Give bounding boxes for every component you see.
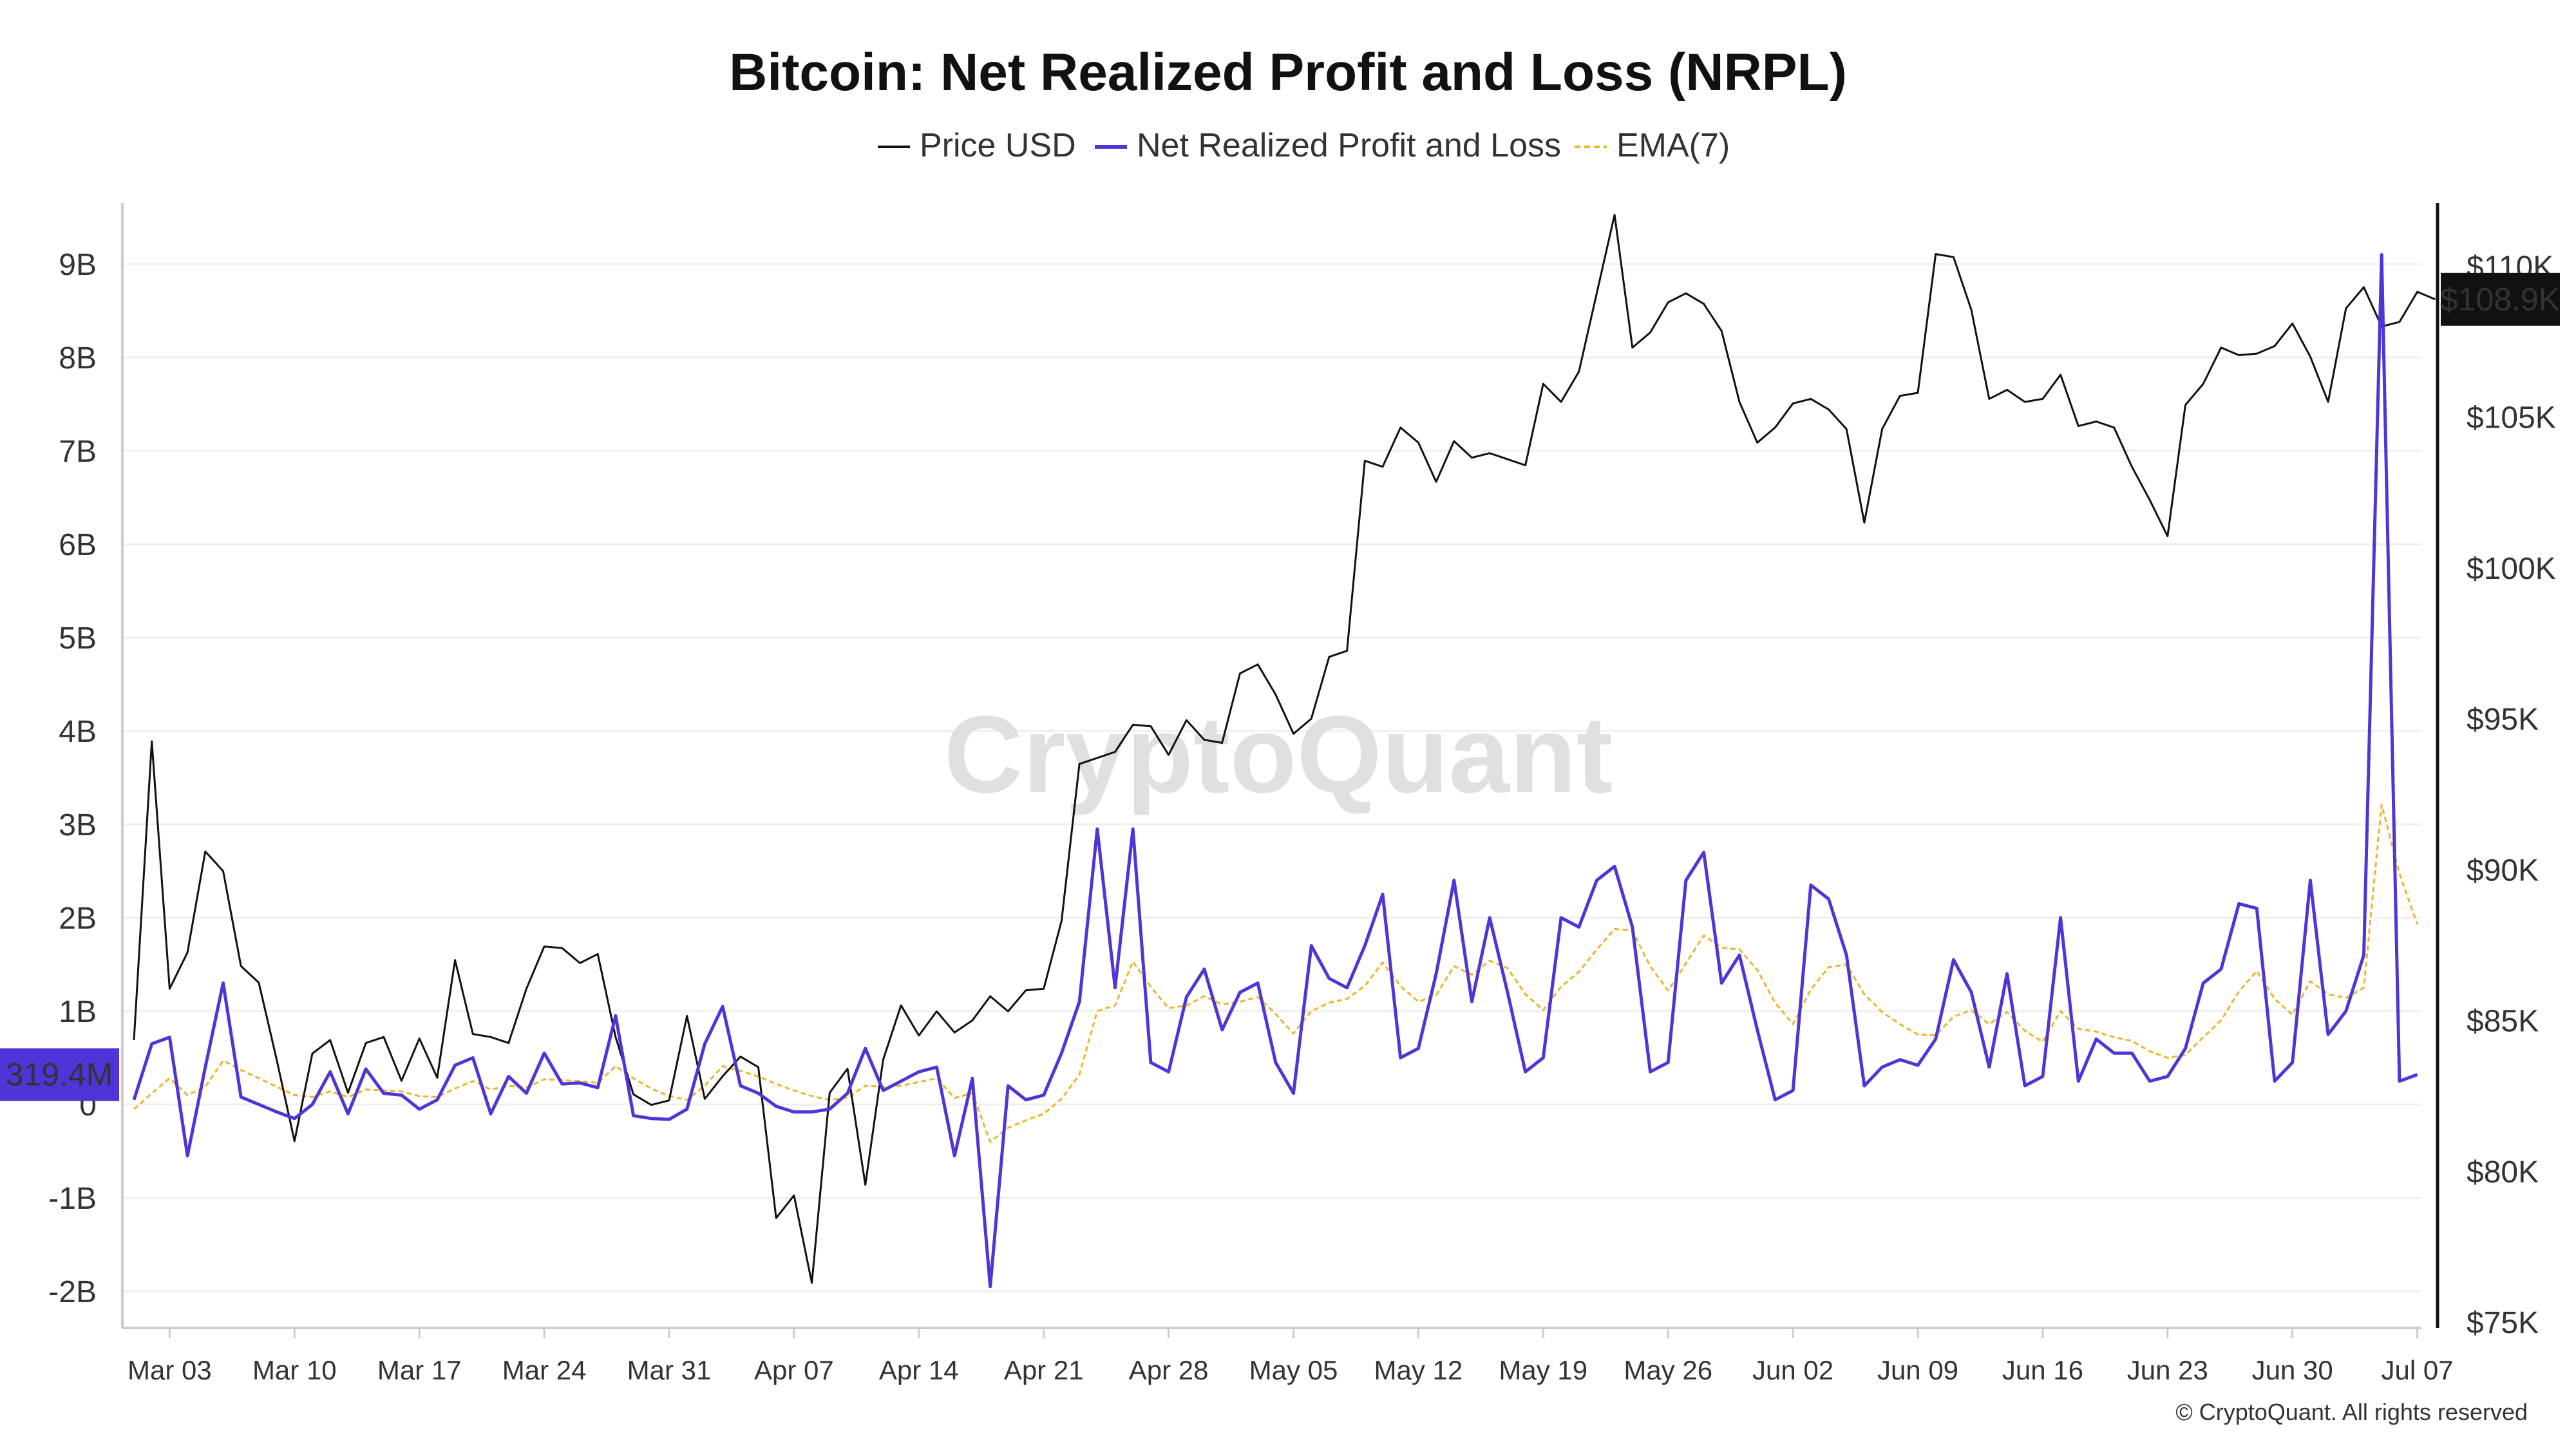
- left-tick-label: -2B: [48, 1275, 97, 1309]
- x-tick-label: Jun 23: [2127, 1355, 2208, 1385]
- x-tick-label: May 26: [1624, 1355, 1712, 1385]
- x-tick-label: May 19: [1499, 1355, 1587, 1385]
- legend-label-nrpl[interactable]: Net Realized Profit and Loss: [1137, 127, 1561, 164]
- left-tick-label: 5B: [59, 621, 97, 656]
- left-tick-label: 2B: [59, 902, 97, 936]
- series-layer: [132, 214, 2436, 1289]
- x-tick-label: Apr 07: [754, 1355, 834, 1385]
- left-tick-label: 4B: [59, 715, 97, 749]
- x-tick-label: May 05: [1249, 1355, 1338, 1385]
- x-tick-label: Mar 10: [252, 1355, 337, 1385]
- x-tick-label: Mar 24: [502, 1355, 587, 1385]
- legend: Price USD Net Realized Profit and Loss E…: [878, 127, 1730, 164]
- series-line-price-usd: [133, 214, 2436, 1284]
- legend-label-price[interactable]: Price USD: [920, 127, 1076, 164]
- chart-title: Bitcoin: Net Realized Profit and Loss (N…: [729, 43, 1847, 102]
- left-tick-label: -1B: [48, 1182, 97, 1216]
- grid: [122, 263, 2421, 1293]
- x-tick-label: Mar 31: [627, 1355, 712, 1385]
- right-tick-label: $85K: [2467, 1005, 2539, 1039]
- current-price-label-bg: [2441, 272, 2560, 326]
- x-tick-label: Apr 14: [879, 1355, 959, 1385]
- series-line-nrpl: [132, 253, 2418, 1289]
- right-axis-ticks: $110K$105K$100K$95K$90K$85K$80K$75K: [2467, 250, 2556, 1340]
- current-nrpl-label: 319.4M: [0, 1048, 119, 1101]
- right-tick-label: $100K: [2467, 552, 2556, 586]
- x-tick-label: Mar 17: [377, 1355, 462, 1385]
- legend-label-ema[interactable]: EMA(7): [1616, 127, 1730, 164]
- left-tick-label: 6B: [59, 528, 97, 562]
- right-tick-label: $90K: [2467, 853, 2539, 887]
- left-tick-label: 9B: [59, 248, 97, 282]
- x-tick-label: Jun 30: [2252, 1355, 2333, 1385]
- left-tick-label: 1B: [59, 995, 97, 1029]
- current-price-label-text: $108.9K: [2440, 281, 2560, 317]
- x-tick-label: May 12: [1374, 1355, 1463, 1385]
- right-tick-label: $95K: [2467, 703, 2539, 737]
- right-tick-label: $75K: [2467, 1306, 2539, 1340]
- current-price-label: $108.9K: [2440, 272, 2560, 326]
- left-tick-label: 3B: [59, 808, 97, 842]
- x-axis-ticks: Mar 03 Mar 10 Mar 17 Mar 24 Mar 31 Apr 07 Apr …: [128, 1328, 2454, 1385]
- watermark: CryptoQuant: [944, 694, 1613, 816]
- x-tick-label: Mar 03: [128, 1355, 212, 1385]
- x-tick-label: Jul 07: [2382, 1355, 2454, 1385]
- x-tick-label: Jun 09: [1877, 1355, 1958, 1385]
- x-tick-label: Apr 21: [1004, 1355, 1084, 1385]
- x-tick-label: Jun 02: [1752, 1355, 1833, 1385]
- current-nrpl-label-bg: [0, 1048, 119, 1101]
- copyright-footer: © CryptoQuant. All rights reserved: [2175, 1399, 2528, 1425]
- series-line-ema7: [133, 804, 2419, 1143]
- left-tick-label: 8B: [59, 341, 97, 375]
- left-tick-label: 7B: [59, 435, 97, 469]
- right-tick-label: $105K: [2467, 401, 2556, 435]
- right-tick-label: $80K: [2467, 1155, 2539, 1189]
- x-tick-label: Jun 16: [2002, 1355, 2083, 1385]
- current-nrpl-label-text: 319.4M: [6, 1057, 113, 1093]
- x-tick-label: Apr 28: [1129, 1355, 1209, 1385]
